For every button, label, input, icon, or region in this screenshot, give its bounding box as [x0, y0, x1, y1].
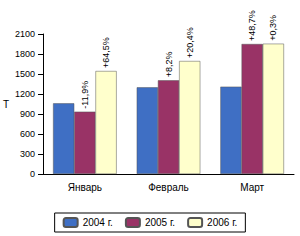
svg-text:900: 900 [20, 109, 35, 119]
svg-text:1500: 1500 [15, 69, 35, 79]
svg-text:Т: Т [3, 99, 9, 110]
svg-text:+0,3%: +0,3% [268, 15, 278, 41]
svg-text:1800: 1800 [15, 49, 35, 59]
svg-text:-11,9%: -11,9% [80, 81, 90, 109]
svg-text:2100: 2100 [15, 29, 35, 39]
svg-text:+48,7%: +48,7% [247, 10, 257, 41]
svg-text:2006 г.: 2006 г. [207, 217, 237, 228]
svg-text:600: 600 [20, 129, 35, 139]
svg-text:1200: 1200 [15, 89, 35, 99]
svg-text:0: 0 [30, 169, 35, 179]
svg-text:+8,2%: +8,2% [164, 52, 174, 78]
svg-text:300: 300 [20, 149, 35, 159]
svg-text:Февраль: Февраль [148, 182, 189, 193]
svg-text:2004 г.: 2004 г. [83, 217, 113, 228]
svg-text:+20,4%: +20,4% [185, 27, 195, 58]
svg-text:2005 г.: 2005 г. [145, 217, 175, 228]
svg-text:Март: Март [240, 182, 264, 193]
svg-text:+64,5%: +64,5% [101, 37, 111, 68]
svg-text:Январь: Январь [68, 182, 102, 193]
